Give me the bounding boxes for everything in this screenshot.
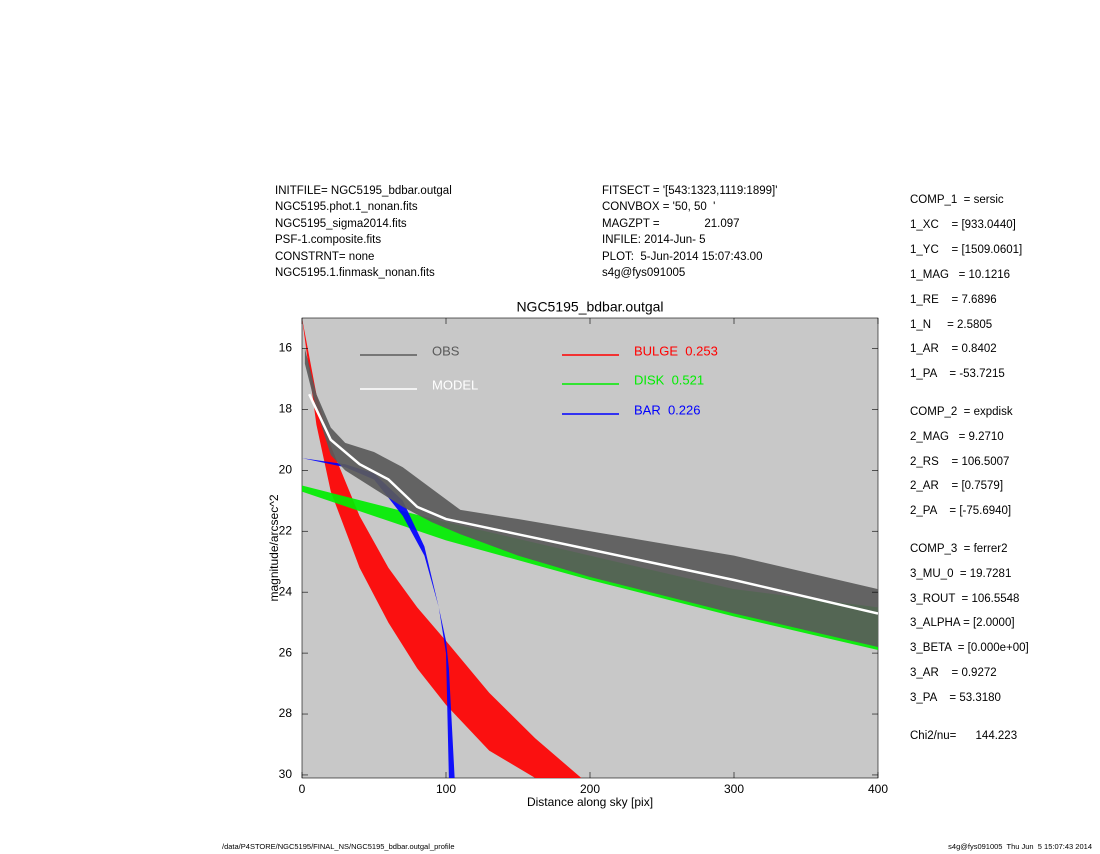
header-line: NGC5195.1.finmask_nonan.fits xyxy=(275,267,435,279)
param-line: 3_PA = 53.3180 xyxy=(910,692,1001,705)
param-line: 2_MAG = 9.2710 xyxy=(910,430,1004,443)
plot-area xyxy=(302,318,878,778)
param-line: 3_AR = 0.9272 xyxy=(910,667,997,680)
param-line: Chi2/nu= 144.223 xyxy=(910,729,1018,742)
header-line: CONVBOX = '50, 50 ' xyxy=(602,201,716,214)
header-line: INITFILE= NGC5195_bdbar.outgal xyxy=(275,185,452,197)
param-line: 3_ROUT = 106.5548 xyxy=(910,592,1020,605)
band xyxy=(302,458,455,778)
param-line: 1_N = 2.5805 xyxy=(910,318,993,331)
param-line: 3_BETA = [0.000e+00] xyxy=(910,642,1029,655)
param-line: 1_RE = 7.6896 xyxy=(910,293,997,306)
y-tick-label: 22 xyxy=(279,523,293,537)
y-tick-label: 28 xyxy=(279,706,293,720)
y-axis-label: magnitude/arcsec^2 xyxy=(267,494,281,601)
header-line: MAGZPT = 21.097 xyxy=(602,217,740,230)
y-tick-label: 24 xyxy=(279,584,293,598)
header-line: s4g@fys091005 xyxy=(602,267,686,279)
param-line: 2_AR = [0.7579] xyxy=(910,480,1004,493)
header-line: PSF-1.composite.fits xyxy=(275,234,382,247)
header-line: NGC5195.phot.1_nonan.fits xyxy=(275,201,418,214)
y-tick-label: 16 xyxy=(279,341,293,355)
param-line: 1_AR = 0.8402 xyxy=(910,343,997,356)
footer-right: s4g@fys091005 Thu Jun 5 15:07:43 2014 xyxy=(948,842,1092,851)
y-tick-label: 20 xyxy=(279,462,293,476)
param-line: 1_PA = -53.7215 xyxy=(910,368,1005,381)
param-line: 3_MU_0 = 19.7281 xyxy=(910,567,1012,580)
header-line: PLOT: 5-Jun-2014 15:07:43.00 xyxy=(602,250,763,263)
legend-label: BULGE 0.253 xyxy=(634,343,718,358)
y-tick-label: 18 xyxy=(279,402,293,416)
legend-label: DISK 0.521 xyxy=(634,372,704,387)
param-line: COMP_1 = sersic xyxy=(910,194,1004,206)
legend-label: MODEL xyxy=(432,377,478,392)
x-tick-label: 300 xyxy=(724,782,744,796)
param-line: COMP_2 = expdisk xyxy=(910,405,1013,418)
param-line: 1_XC = [933.0440] xyxy=(910,218,1016,231)
y-tick-label: 26 xyxy=(279,645,293,659)
param-line: COMP_3 = ferrer2 xyxy=(910,542,1008,555)
x-tick-label: 200 xyxy=(580,782,600,796)
band xyxy=(302,318,582,778)
param-line: 1_YC = [1509.0601] xyxy=(910,243,1023,256)
x-tick-label: 400 xyxy=(868,782,888,796)
band xyxy=(304,348,878,648)
chart-title: NGC5195_bdbar.outgal xyxy=(516,299,663,315)
x-axis-label: Distance along sky [pix] xyxy=(527,795,653,809)
y-tick-label: 30 xyxy=(279,767,293,781)
header-line: NGC5195_sigma2014.fits xyxy=(275,217,407,230)
legend-label: OBS xyxy=(432,343,460,358)
param-line: 2_RS = 106.5007 xyxy=(910,455,1010,468)
param-line: 2_PA = [-75.6940] xyxy=(910,505,1012,518)
header-line: INFILE: 2014-Jun- 5 xyxy=(602,234,706,247)
legend-label: BAR 0.226 xyxy=(634,402,701,417)
model-line xyxy=(308,393,878,615)
x-tick-label: 100 xyxy=(436,782,456,796)
header-line: CONSTRNT= none xyxy=(275,250,375,263)
param-line: 3_ALPHA = [2.0000] xyxy=(910,617,1015,630)
param-line: 1_MAG = 10.1216 xyxy=(910,268,1011,281)
x-tick-label: 0 xyxy=(299,782,306,796)
footer-left: /data/P4STORE/NGC5195/FINAL_NS/NGC5195_b… xyxy=(222,842,455,851)
header-line: FITSECT = '[543:1323,1119:1899]' xyxy=(602,185,778,197)
